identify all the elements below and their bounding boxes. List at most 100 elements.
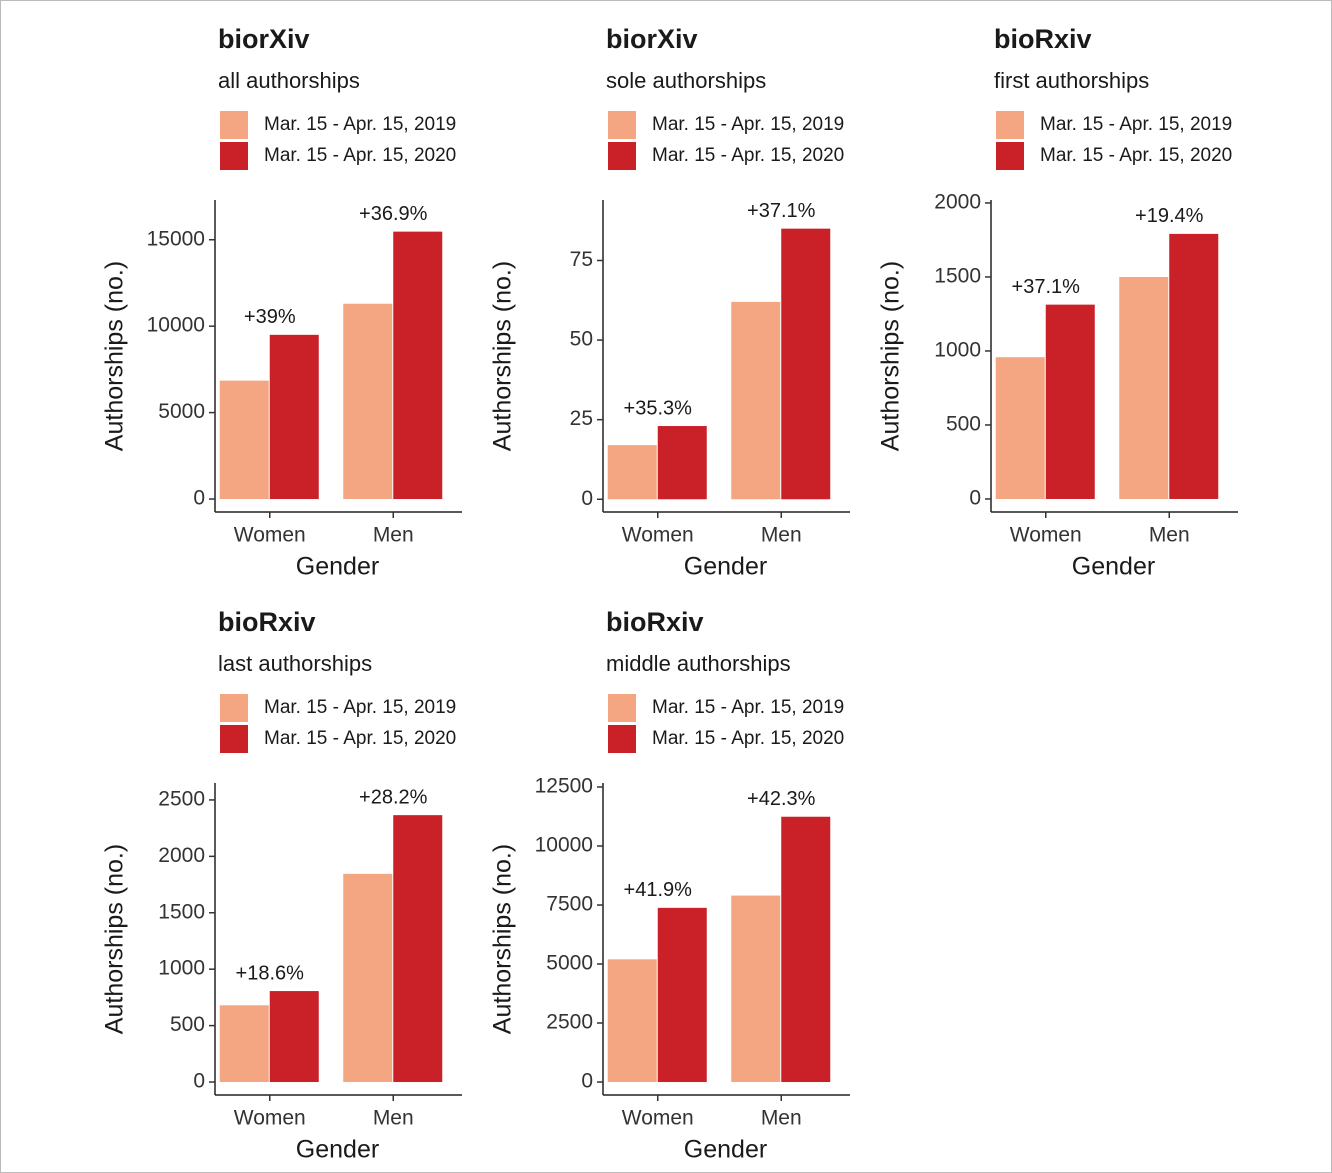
legend-label: Mar. 15 - Apr. 15, 2019 xyxy=(652,697,844,718)
panel-subtitle: last authorships xyxy=(218,651,372,676)
bar-annotation: +41.9% xyxy=(624,879,693,901)
y-tick-label: 2500 xyxy=(158,787,205,810)
y-tick-label: 0 xyxy=(969,487,981,510)
bar xyxy=(1119,276,1169,499)
bar xyxy=(269,991,319,1083)
legend-label: Mar. 15 - Apr. 15, 2019 xyxy=(1040,114,1232,135)
bar xyxy=(607,445,657,500)
y-tick-label: 0 xyxy=(581,1070,593,1093)
bar xyxy=(219,380,269,500)
legend-label: Mar. 15 - Apr. 15, 2020 xyxy=(264,728,456,749)
bar-annotation: +18.6% xyxy=(236,962,305,984)
bar-annotation: +37.1% xyxy=(747,200,816,222)
legend-label: Mar. 15 - Apr. 15, 2020 xyxy=(652,728,844,749)
bar xyxy=(781,228,831,500)
y-tick-label: 5000 xyxy=(158,400,205,423)
x-tick-label: Men xyxy=(373,524,414,547)
panel-subtitle: sole authorships xyxy=(606,68,766,93)
x-tick-label: Men xyxy=(761,524,802,547)
bar xyxy=(657,907,707,1083)
y-tick-label: 500 xyxy=(170,1013,205,1036)
bar xyxy=(657,426,707,500)
bar xyxy=(731,895,781,1083)
legend-swatch xyxy=(996,142,1024,170)
x-axis-title: Gender xyxy=(296,1136,379,1164)
y-tick-label: 500 xyxy=(946,413,981,436)
bar xyxy=(607,959,657,1083)
legend-swatch xyxy=(220,142,248,170)
y-tick-label: 1500 xyxy=(934,265,981,288)
y-tick-label: 2000 xyxy=(158,844,205,867)
bar xyxy=(343,873,393,1083)
panel-title: bioRxiv xyxy=(994,24,1092,54)
legend-label: Mar. 15 - Apr. 15, 2019 xyxy=(264,114,456,135)
x-tick-label: Men xyxy=(761,1107,802,1130)
bar xyxy=(781,816,831,1083)
bar-annotation: +28.2% xyxy=(359,786,428,808)
x-axis-title: Gender xyxy=(684,1136,767,1164)
x-tick-label: Women xyxy=(234,1107,306,1130)
panel: biorXiv all authorships Mar. 15 - Apr. 15,… xyxy=(101,24,462,581)
bar-annotation: +42.3% xyxy=(747,788,816,810)
panel: bioRxiv last authorships Mar. 15 - Apr. 15… xyxy=(101,607,462,1164)
panel-title: bioRxiv xyxy=(606,607,704,637)
y-tick-label: 1000 xyxy=(158,957,205,980)
panel: bioRxiv middle authorships Mar. 15 - Apr. … xyxy=(489,607,850,1164)
x-tick-label: Men xyxy=(1149,524,1190,547)
y-tick-label: 75 xyxy=(570,248,593,271)
y-tick-label: 15000 xyxy=(147,227,205,250)
x-tick-label: Women xyxy=(1010,524,1082,547)
legend-label: Mar. 15 - Apr. 15, 2020 xyxy=(652,145,844,166)
legend-swatch xyxy=(220,725,248,753)
bar xyxy=(393,815,443,1083)
legend-swatch xyxy=(220,694,248,722)
panel-title: bioRxiv xyxy=(218,607,316,637)
x-tick-label: Women xyxy=(234,524,306,547)
y-tick-label: 2000 xyxy=(934,191,981,214)
y-tick-label: 10000 xyxy=(147,314,205,337)
x-axis-title: Gender xyxy=(296,553,379,581)
panel-subtitle: middle authorships xyxy=(606,651,791,676)
bar-annotation: +35.3% xyxy=(624,397,693,419)
y-axis-title: Authorships (no.) xyxy=(101,261,129,451)
legend-swatch xyxy=(996,111,1024,139)
x-tick-label: Women xyxy=(622,524,694,547)
bar-annotation: +39% xyxy=(244,306,296,328)
bar-annotation: +37.1% xyxy=(1012,276,1081,298)
bar xyxy=(343,303,393,500)
bar-annotation: +19.4% xyxy=(1135,205,1204,227)
x-axis-title: Gender xyxy=(1072,553,1155,581)
x-tick-label: Women xyxy=(622,1107,694,1130)
panel-subtitle: all authorships xyxy=(218,68,360,93)
y-tick-label: 5000 xyxy=(546,952,593,975)
y-tick-label: 2500 xyxy=(546,1011,593,1034)
x-tick-label: Men xyxy=(373,1107,414,1130)
bar-annotation: +36.9% xyxy=(359,203,428,225)
y-axis-title: Authorships (no.) xyxy=(489,844,517,1034)
y-tick-label: 1500 xyxy=(158,900,205,923)
y-tick-label: 7500 xyxy=(546,893,593,916)
panel-title: biorXiv xyxy=(606,24,698,54)
y-axis-title: Authorships (no.) xyxy=(877,261,905,451)
bar xyxy=(219,1005,269,1083)
panel: bioRxiv first authorships Mar. 15 - Apr. 1… xyxy=(877,24,1238,581)
panel-title: biorXiv xyxy=(218,24,310,54)
y-tick-label: 0 xyxy=(193,1070,205,1093)
panel-subtitle: first authorships xyxy=(994,68,1149,93)
legend-swatch xyxy=(608,694,636,722)
bar xyxy=(393,231,443,500)
bar xyxy=(1169,233,1219,499)
y-tick-label: 12500 xyxy=(535,775,593,798)
y-tick-label: 0 xyxy=(581,487,593,510)
legend-label: Mar. 15 - Apr. 15, 2019 xyxy=(264,697,456,718)
bar xyxy=(995,357,1045,499)
legend-swatch xyxy=(608,111,636,139)
legend-label: Mar. 15 - Apr. 15, 2020 xyxy=(264,145,456,166)
x-axis-title: Gender xyxy=(684,553,767,581)
panel: biorXiv sole authorships Mar. 15 - Apr. 15… xyxy=(489,24,850,581)
y-tick-label: 1000 xyxy=(934,339,981,362)
legend-label: Mar. 15 - Apr. 15, 2019 xyxy=(652,114,844,135)
legend-swatch xyxy=(608,725,636,753)
y-axis-title: Authorships (no.) xyxy=(489,261,517,451)
